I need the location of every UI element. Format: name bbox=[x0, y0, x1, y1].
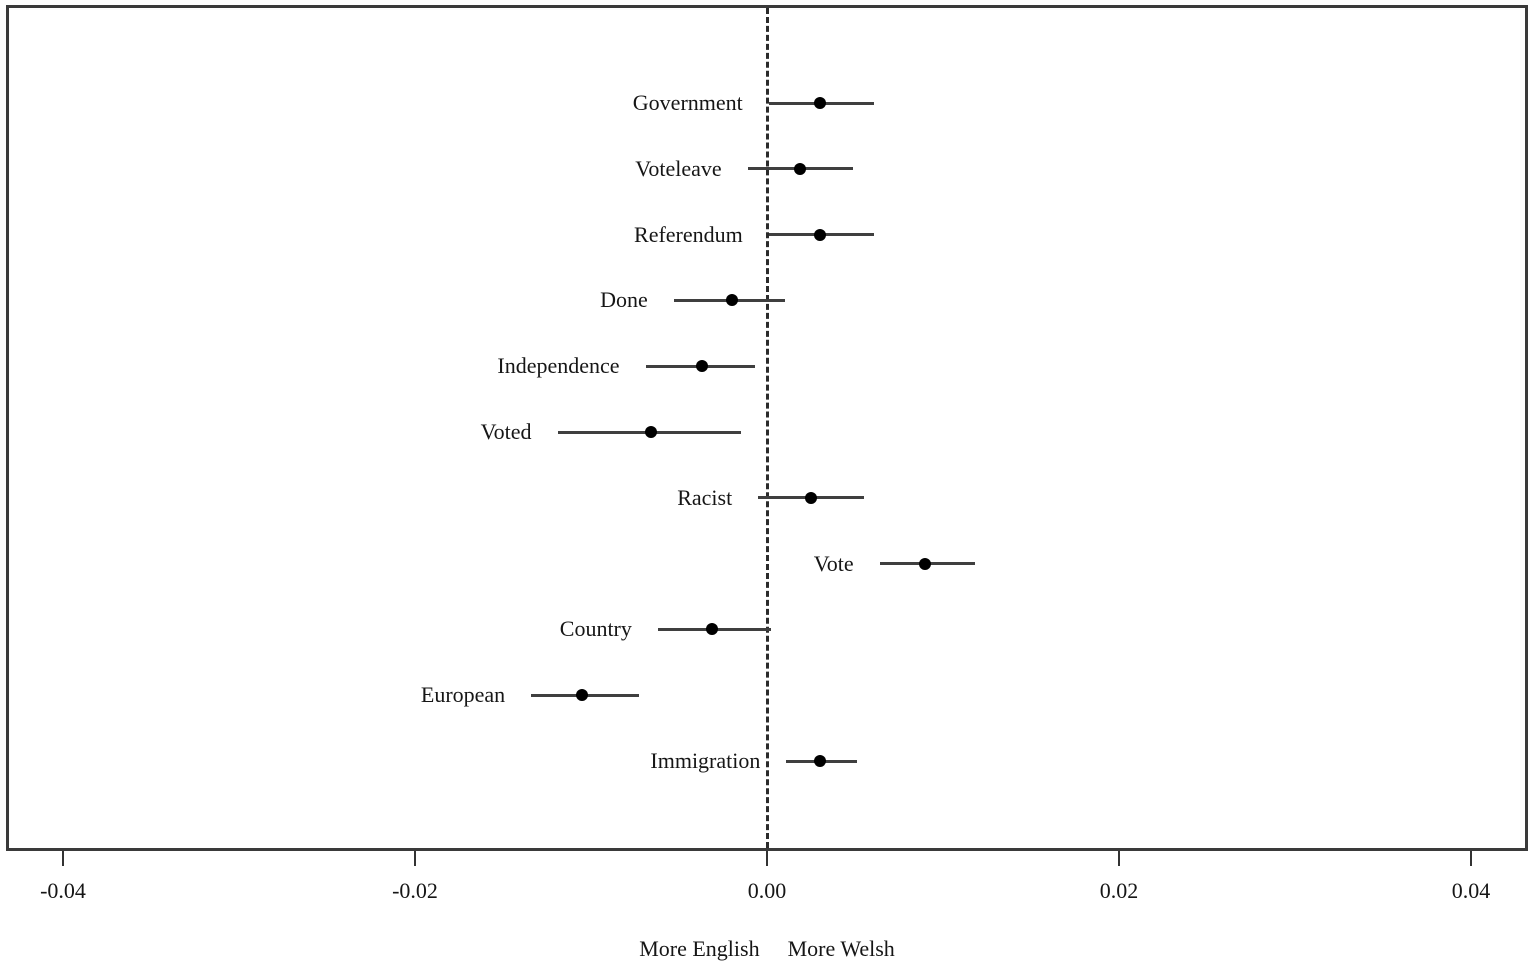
estimate-dot bbox=[576, 689, 589, 702]
x-axis-title-right: More Welsh bbox=[787, 936, 895, 961]
x-axis-tick-label: 0.02 bbox=[1099, 878, 1139, 903]
x-axis-tick bbox=[1470, 851, 1472, 866]
x-axis-tick-label: -0.04 bbox=[40, 878, 86, 903]
coef-label: Done bbox=[600, 287, 648, 313]
x-axis-title-left: More English bbox=[639, 936, 760, 961]
estimate-dot bbox=[813, 97, 826, 109]
estimate-dot bbox=[725, 294, 738, 307]
estimate-dot bbox=[813, 228, 826, 241]
coef-label: Country bbox=[559, 616, 632, 642]
coef-label: Voteleave bbox=[635, 155, 722, 181]
x-axis-tick-label: 0.00 bbox=[747, 878, 787, 903]
estimate-dot bbox=[813, 755, 826, 767]
estimate-dot bbox=[919, 557, 932, 570]
coef-label: Voted bbox=[480, 419, 532, 444]
coef-label: European bbox=[420, 682, 506, 708]
x-axis-tick-label: -0.02 bbox=[392, 878, 438, 903]
coef-label: Independence bbox=[497, 353, 620, 379]
x-axis-tick-label: 0.04 bbox=[1451, 878, 1491, 903]
coef-label: Immigration bbox=[650, 748, 761, 773]
estimate-dot bbox=[644, 426, 657, 438]
coef-label: Referendum bbox=[634, 221, 743, 247]
x-axis-tick bbox=[766, 851, 768, 866]
estimate-dot bbox=[706, 623, 719, 636]
coef-label: Government bbox=[632, 90, 743, 115]
x-axis-tick bbox=[414, 851, 416, 866]
x-axis-tick bbox=[62, 851, 64, 866]
estimate-dot bbox=[805, 491, 817, 504]
x-axis-title: More English More Welsh bbox=[6, 936, 1528, 962]
x-axis-tick bbox=[1118, 851, 1120, 866]
zero-reference-line bbox=[766, 8, 769, 848]
coef-label: Vote bbox=[813, 550, 854, 576]
estimate-dot bbox=[695, 360, 708, 373]
coef-label: Racist bbox=[677, 484, 733, 510]
estimate-dot bbox=[794, 162, 807, 175]
